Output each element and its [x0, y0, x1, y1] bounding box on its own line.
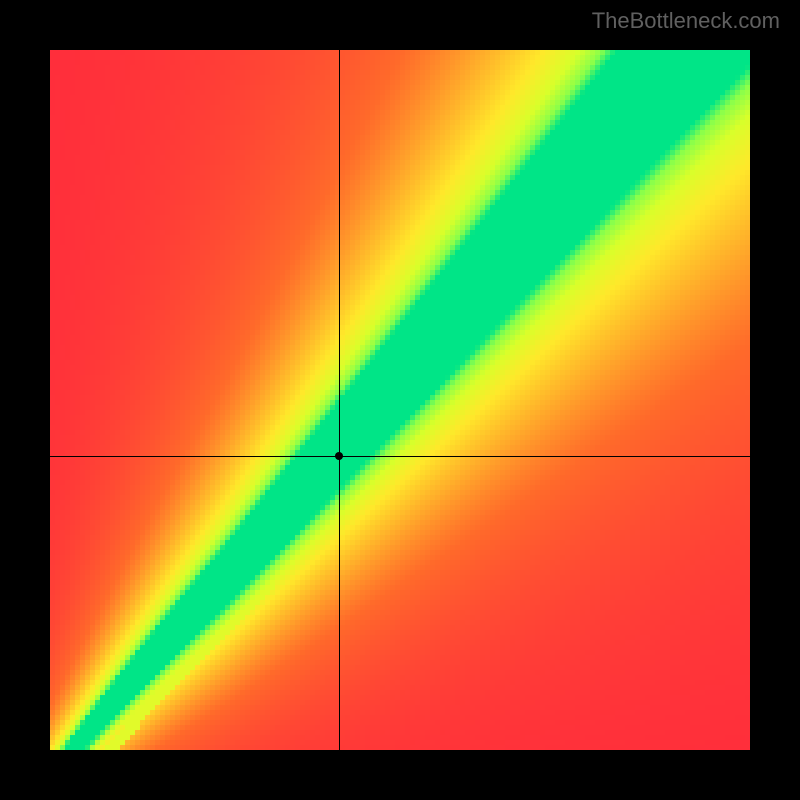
crosshair-marker: [335, 452, 343, 460]
crosshair-horizontal: [50, 456, 750, 457]
heatmap-canvas: [50, 50, 750, 750]
crosshair-vertical: [339, 50, 340, 750]
bottleneck-heatmap: [50, 50, 750, 750]
watermark-text: TheBottleneck.com: [592, 8, 780, 34]
